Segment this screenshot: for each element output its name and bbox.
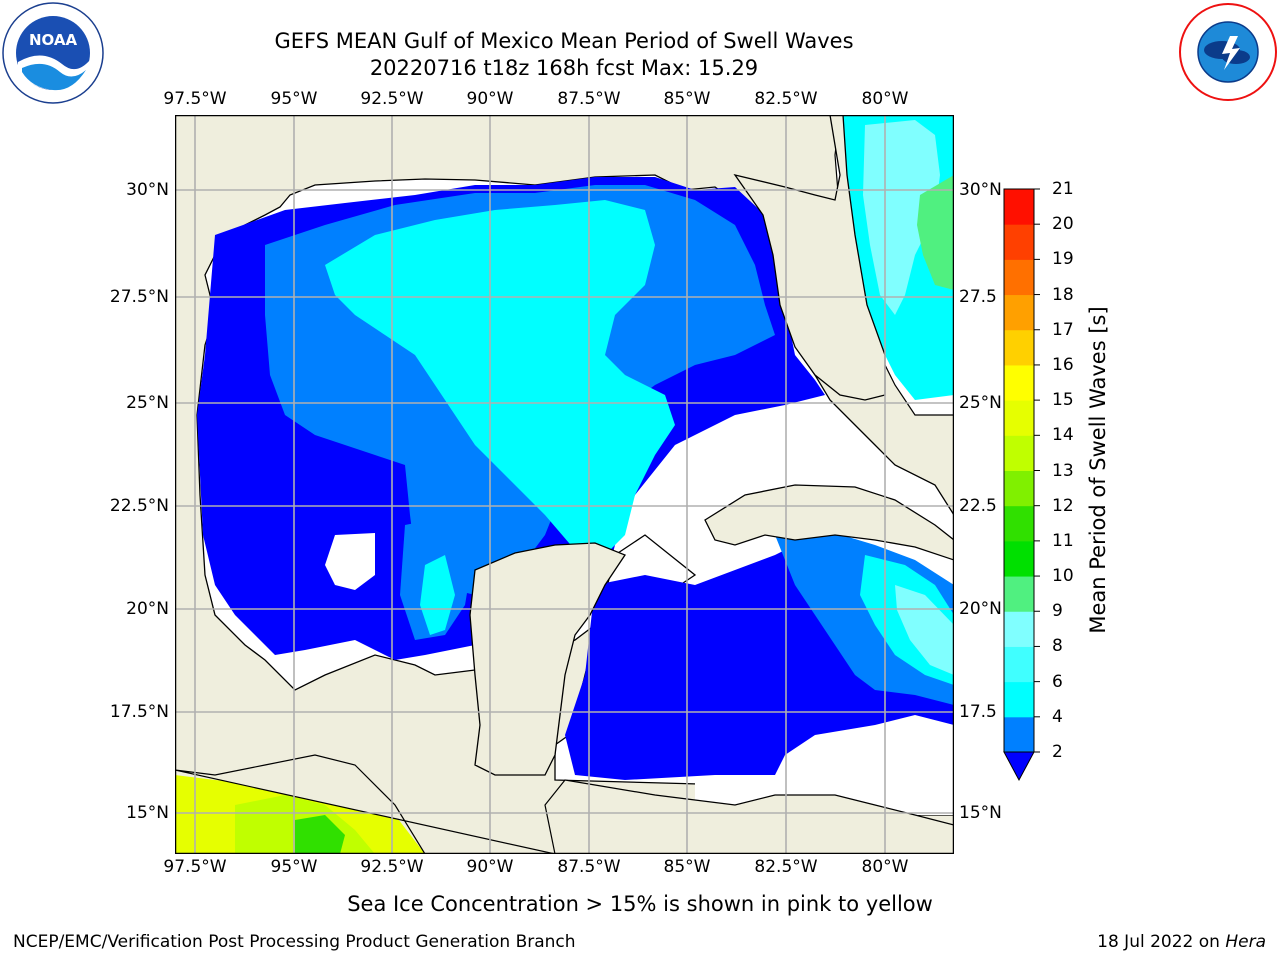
- map-frame: [174, 114, 955, 855]
- colorbar-segment: [1004, 681, 1034, 718]
- lat-tick-right: 17.5: [959, 702, 997, 722]
- colorbar-segment: [1004, 400, 1034, 436]
- swell-nodata-yuc: [325, 533, 375, 590]
- lon-tick-top: 95°W: [270, 89, 318, 109]
- colorbar-segment: [1004, 540, 1034, 577]
- colorbar-tick-label: 9: [1052, 601, 1063, 622]
- colorbar: [1003, 188, 1040, 782]
- colorbar-tick-label: 2: [1052, 742, 1063, 762]
- colorbar-segment: [1004, 576, 1034, 612]
- colorbar-segment: [1004, 611, 1034, 647]
- colorbar-tick-label: 13: [1052, 460, 1074, 481]
- svg-text:NOAA: NOAA: [29, 31, 78, 49]
- colorbar-segment: [1004, 259, 1034, 296]
- lon-tick-top: 90°W: [466, 89, 514, 109]
- lat-tick-right: 30°N: [959, 180, 1002, 200]
- lat-tick-left: 17.5°N: [109, 702, 169, 722]
- colorbar-segment: [1004, 505, 1034, 542]
- colorbar-tick-label: 15: [1052, 390, 1074, 411]
- chart-title: GEFS MEAN Gulf of Mexico Mean Period of …: [274, 29, 854, 53]
- colorbar-tick-label: 12: [1052, 495, 1074, 516]
- colorbar-tick-label: 8: [1052, 636, 1063, 657]
- lon-tick-bottom: 82.5°W: [754, 857, 818, 877]
- footer-date-text: 18 Jul 2022 on: [1097, 932, 1220, 952]
- swell-6-8: [325, 200, 675, 555]
- map-svg: [174, 114, 955, 855]
- footer-host: Hera: [1225, 932, 1266, 952]
- colorbar-segment: [1004, 329, 1034, 366]
- colorbar-tick-label: 17: [1052, 319, 1074, 340]
- lat-tick-left: 20°N: [126, 599, 169, 619]
- swell-6-8-b: [420, 555, 455, 635]
- colorbar-segment: [1004, 189, 1034, 225]
- chart-subtitle: 20220716 t18z 168h fcst Max: 15.29: [369, 56, 759, 80]
- footer-credit: NCEP/EMC/Verification Post Processing Pr…: [13, 932, 576, 952]
- colorbar-tick-label: 19: [1052, 249, 1074, 270]
- colorbar-tick-label: 14: [1052, 425, 1074, 446]
- central-america: [174, 754, 955, 855]
- florida: [733, 114, 886, 401]
- lat-tick-right: 27.5: [959, 287, 997, 307]
- lat-tick-left: 15°N: [126, 803, 169, 823]
- colorbar-label: Mean Period of Swell Waves [s]: [1086, 306, 1110, 634]
- lon-tick-top: 97.5°W: [163, 89, 227, 109]
- colorbar-tick-label: 16: [1052, 354, 1074, 375]
- colorbar-tick-label: 11: [1052, 530, 1074, 551]
- lon-tick-top: 92.5°W: [360, 89, 424, 109]
- pacific-swell-c: [295, 815, 345, 854]
- sea-ice-note: Sea Ice Concentration > 15% is shown in …: [347, 892, 933, 916]
- lat-tick-left: 27.5°N: [109, 287, 169, 307]
- lat-tick-left: 30°N: [126, 180, 169, 200]
- lat-tick-left: 22.5°N: [109, 496, 169, 516]
- lat-tick-right: 22.5: [959, 496, 997, 516]
- lon-tick-bottom: 85°W: [663, 857, 711, 877]
- colorbar-segment: [1004, 294, 1034, 331]
- cuba: [704, 484, 955, 561]
- lat-tick-right: 15°N: [959, 803, 1002, 823]
- colorbar-tick-label: 18: [1052, 284, 1074, 305]
- lon-tick-bottom: 97.5°W: [163, 857, 227, 877]
- colorbar-segment: [1004, 224, 1034, 260]
- colorbar-segment: [1004, 470, 1034, 507]
- lon-tick-bottom: 80°W: [861, 857, 909, 877]
- nws-logo: [1178, 2, 1278, 102]
- lon-tick-bottom: 90°W: [466, 857, 514, 877]
- lon-tick-top: 85°W: [663, 89, 711, 109]
- gridlines: [175, 115, 954, 854]
- lat-tick-left: 25°N: [126, 393, 169, 413]
- footer-date: 18 Jul 2022 on Hera: [1097, 932, 1266, 952]
- colorbar-tick-label: 6: [1052, 671, 1063, 692]
- swell-8-9: [863, 120, 940, 315]
- lon-tick-bottom: 95°W: [270, 857, 318, 877]
- colorbar-segment: [1004, 364, 1034, 401]
- colorbar-tick-label: 4: [1052, 706, 1063, 727]
- colorbar-tick-label: 21: [1052, 179, 1074, 199]
- colorbar-tick-label: 10: [1052, 566, 1074, 587]
- noaa-logo: NOAA: [2, 2, 104, 104]
- swell-8-9-b: [895, 585, 954, 675]
- lon-tick-top: 87.5°W: [557, 89, 621, 109]
- colorbar-segment: [1004, 646, 1034, 683]
- colorbar-segment: [1004, 716, 1034, 753]
- colorbar-extend-triangle: [1003, 751, 1035, 782]
- lon-tick-bottom: 87.5°W: [557, 857, 621, 877]
- swell-9-10: [917, 175, 954, 290]
- colorbar-segment: [1004, 435, 1034, 471]
- lat-tick-right: 25°N: [959, 393, 1002, 413]
- colorbar-tick-label: 20: [1052, 214, 1074, 235]
- lon-tick-top: 80°W: [861, 89, 909, 109]
- map-panel: [174, 114, 955, 855]
- lon-tick-bottom: 92.5°W: [360, 857, 424, 877]
- lon-tick-top: 82.5°W: [754, 89, 818, 109]
- lat-tick-right: 20°N: [959, 599, 1002, 619]
